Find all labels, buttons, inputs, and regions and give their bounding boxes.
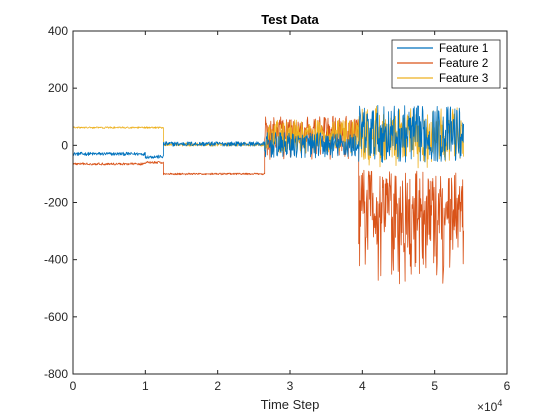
- legend-label-feature-3: Feature 3: [439, 73, 488, 85]
- y-tick-label: 200: [48, 81, 68, 95]
- x-tick-label: 0: [70, 379, 77, 393]
- x-exponent-base: ×10: [477, 400, 498, 414]
- x-tick-label: 1: [142, 379, 149, 393]
- x-tick-label: 6: [504, 379, 511, 393]
- y-tick-label: -200: [44, 196, 68, 210]
- plot-area: [73, 105, 464, 285]
- y-tick-label: -800: [44, 367, 68, 381]
- chart-title: Test Data: [261, 12, 319, 27]
- x-tick-label: 4: [359, 379, 366, 393]
- x-tick-label: 2: [214, 379, 221, 393]
- x-tick-label: 3: [287, 379, 294, 393]
- y-tick-label: 0: [61, 138, 68, 152]
- x-axis: 0 1 2 3 4 5 6: [70, 31, 511, 393]
- x-axis-label: Time Step: [261, 397, 320, 412]
- y-axis: -800 -600 -400 -200 0 200 400: [44, 24, 507, 381]
- legend-label-feature-1: Feature 1: [439, 43, 488, 55]
- series-line-feature-3: [73, 105, 464, 169]
- legend-label-feature-2: Feature 2: [439, 58, 488, 70]
- y-tick-label: -400: [44, 253, 68, 267]
- series-feature-3: [73, 105, 464, 169]
- x-tick-label: 5: [431, 379, 438, 393]
- x-exponent-label: ×104: [477, 398, 502, 414]
- y-tick-label: -600: [44, 310, 68, 324]
- x-exponent-power: 4: [497, 398, 502, 408]
- legend: Feature 1 Feature 2 Feature 3: [391, 39, 501, 89]
- series-line-feature-1: [73, 105, 464, 163]
- series-feature-1: [73, 105, 464, 163]
- y-tick-label: 400: [48, 24, 68, 38]
